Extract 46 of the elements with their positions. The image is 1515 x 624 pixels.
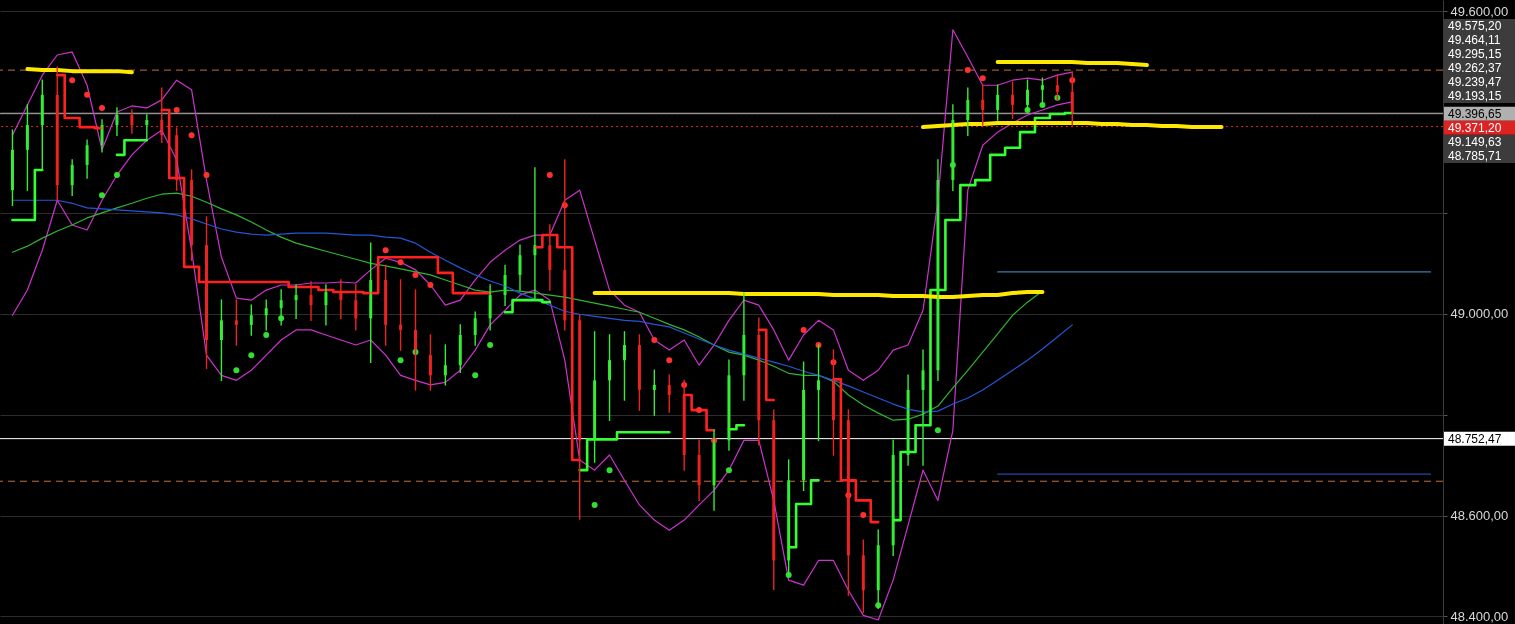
point <box>382 247 389 254</box>
point <box>591 501 598 508</box>
point <box>934 427 941 434</box>
point <box>397 259 404 266</box>
ref-line-label: 48.752,47 <box>1448 431 1502 446</box>
text: 49.575,20 <box>1448 19 1502 34</box>
y-tick-label: 48.600,00 <box>1450 508 1509 524</box>
point <box>860 512 867 519</box>
point <box>412 271 419 278</box>
text: 49.262,37 <box>1448 61 1502 76</box>
text: 49.149,63 <box>1448 135 1502 150</box>
point <box>606 467 613 474</box>
point <box>173 106 180 113</box>
point <box>84 91 91 98</box>
point <box>248 352 255 359</box>
line-series <box>11 29 1073 381</box>
text: 49.193,15 <box>1448 89 1502 104</box>
point <box>472 372 479 379</box>
point <box>666 357 673 364</box>
point <box>203 172 210 179</box>
ref-line-label: 49.396,65 <box>1448 106 1502 121</box>
y-tick-label: 49.000,00 <box>1450 306 1509 322</box>
point <box>263 331 270 338</box>
point <box>99 104 106 111</box>
point <box>427 282 434 289</box>
point <box>99 192 106 199</box>
point <box>188 132 195 139</box>
point <box>725 467 732 474</box>
point <box>397 357 404 364</box>
y-tick-label: 48.400,00 <box>1450 608 1509 624</box>
point <box>979 75 986 82</box>
point <box>69 77 76 84</box>
text: 49.239,47 <box>1448 75 1502 90</box>
point <box>696 407 703 414</box>
text: 49.464,11 <box>1448 33 1501 48</box>
y-tick-label: 49.600,00 <box>1450 3 1509 19</box>
ref-line-label: 49.371,20 <box>1448 120 1502 135</box>
text: 49.295,15 <box>1448 47 1502 62</box>
point <box>233 367 240 374</box>
point <box>546 172 553 179</box>
point <box>651 337 658 343</box>
point <box>800 326 807 333</box>
text: 48.785,71 <box>1448 149 1502 164</box>
point <box>113 172 120 179</box>
point <box>964 67 971 74</box>
point <box>487 342 494 349</box>
